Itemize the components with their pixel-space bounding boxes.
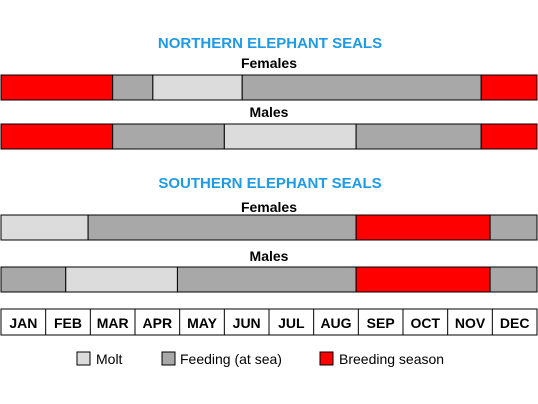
segment-molt <box>223 123 357 150</box>
segment-feeding <box>0 266 67 293</box>
segment-feeding <box>112 123 225 150</box>
segment-feeding <box>489 266 538 293</box>
segment-feeding <box>489 214 538 241</box>
segment-molt <box>0 214 89 241</box>
month-label-jun: JUN <box>233 315 261 331</box>
legend-breeding-label: Breeding season <box>339 351 444 367</box>
southern-males-label: Males <box>250 248 289 264</box>
southern-females-bar <box>0 214 538 241</box>
segment-breeding <box>0 123 114 150</box>
legend: Molt Feeding (at sea) Breeding season <box>76 351 444 367</box>
month-label-jan: JAN <box>9 315 37 331</box>
segment-feeding <box>176 266 357 293</box>
legend-breeding-swatch <box>319 351 334 366</box>
month-label-apr: APR <box>143 315 173 331</box>
northern-section-title: NORTHERN ELEPHANT SEALS <box>158 35 382 52</box>
month-label-sep: SEP <box>367 315 395 331</box>
segment-feeding <box>241 74 482 101</box>
legend-molt-swatch <box>76 351 91 366</box>
segment-feeding <box>112 74 154 101</box>
segment-molt <box>152 74 243 101</box>
month-label-nov: NOV <box>455 315 486 331</box>
southern-males-bar <box>0 266 538 293</box>
northern-females-bar <box>0 74 538 101</box>
month-label-oct: OCT <box>411 315 441 331</box>
month-label-feb: FEB <box>54 315 82 331</box>
northern-males-bar <box>0 123 538 150</box>
segment-molt <box>65 266 178 293</box>
month-axis: JAN FEB MAR APR MAY JUN JUL AUG SEP OCT NOV DEC <box>0 308 538 336</box>
southern-females-label: Females <box>241 199 297 215</box>
segment-breeding <box>480 123 538 150</box>
month-label-dec: DEC <box>500 315 530 331</box>
segment-breeding <box>480 74 538 101</box>
month-label-mar: MAR <box>97 315 129 331</box>
segment-feeding <box>355 123 482 150</box>
legend-feeding-label: Feeding (at sea) <box>180 351 282 367</box>
month-label-may: MAY <box>187 315 217 331</box>
month-label-aug: AUG <box>320 315 351 331</box>
segment-breeding <box>355 214 491 241</box>
legend-molt-label: Molt <box>96 351 123 367</box>
segment-feeding <box>87 214 357 241</box>
southern-section-title: SOUTHERN ELEPHANT SEALS <box>158 175 381 192</box>
month-label-jul: JUL <box>278 315 305 331</box>
segment-breeding <box>0 74 114 101</box>
segment-breeding <box>355 266 491 293</box>
legend-feeding-swatch <box>161 351 176 366</box>
northern-females-label: Females <box>241 55 297 71</box>
northern-males-label: Males <box>250 104 289 120</box>
